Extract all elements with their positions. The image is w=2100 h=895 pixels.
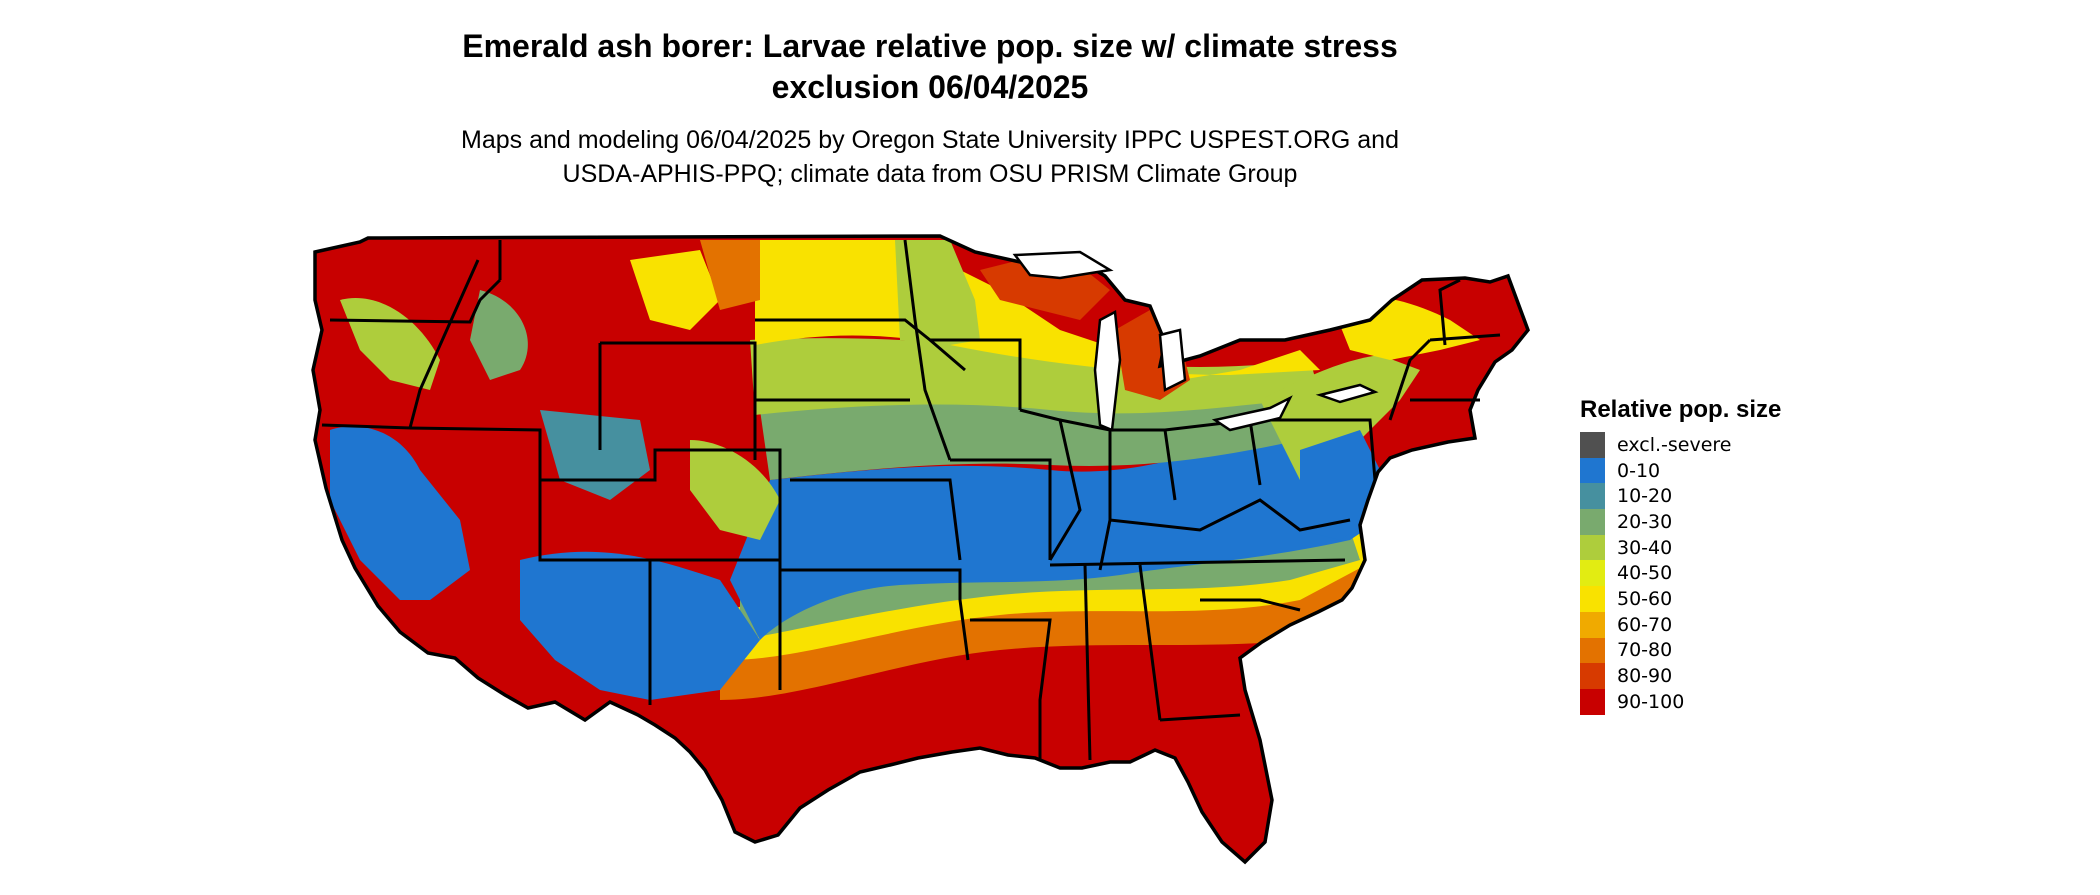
legend-item: 40-50 (1580, 560, 1781, 587)
legend-item: 20-30 (1580, 509, 1781, 535)
map-title: Emerald ash borer: Larvae relative pop. … (462, 28, 1398, 105)
legend-label: 40-50 (1617, 562, 1673, 585)
legend-label: 0-10 (1617, 459, 1661, 482)
legend-label: 80-90 (1617, 665, 1673, 688)
legend-swatch (1580, 483, 1605, 510)
state-borders (311, 234, 1530, 865)
legend-item: 70-80 (1580, 637, 1781, 664)
legend-label: 70-80 (1617, 639, 1673, 662)
legend-label: 60-70 (1617, 613, 1673, 636)
map-subtitle: Maps and modeling 06/04/2025 by Oregon S… (461, 126, 1399, 188)
legend-label: excl.-severe (1617, 433, 1732, 456)
legend-swatch (1580, 457, 1605, 484)
legend-item: 50-60 (1580, 586, 1781, 612)
legend-swatch (1580, 509, 1605, 535)
legend-item: 10-20 (1580, 483, 1781, 510)
legend-swatch (1580, 432, 1605, 458)
legend-swatch (1580, 663, 1605, 689)
legend-swatch (1580, 586, 1605, 612)
legend-label: 10-20 (1617, 485, 1673, 508)
legend-swatch (1580, 560, 1605, 587)
legend-swatch (1580, 534, 1605, 561)
legend-swatch (1580, 611, 1605, 638)
population-raster (313, 236, 1528, 862)
legend-label: 90-100 (1617, 690, 1685, 713)
legend-item: 30-40 (1580, 534, 1781, 561)
legend-label: 30-40 (1617, 536, 1673, 559)
us-population-map (311, 234, 1530, 865)
legend-item: 0-10 (1580, 457, 1781, 484)
legend-swatch (1580, 637, 1605, 664)
legend-title: Relative pop. size (1580, 396, 1782, 423)
legend-item: 80-90 (1580, 663, 1781, 689)
legend-swatch (1580, 688, 1605, 715)
legend-item: excl.-severe (1580, 432, 1781, 458)
legend: Relative pop. size excl.-severe 0-10 10-… (1580, 396, 1781, 715)
legend-item: 60-70 (1580, 611, 1781, 638)
great-lakes (1012, 250, 1379, 432)
legend-label: 50-60 (1617, 587, 1673, 610)
legend-item: 90-100 (1580, 688, 1781, 715)
legend-label: 20-30 (1617, 510, 1673, 533)
